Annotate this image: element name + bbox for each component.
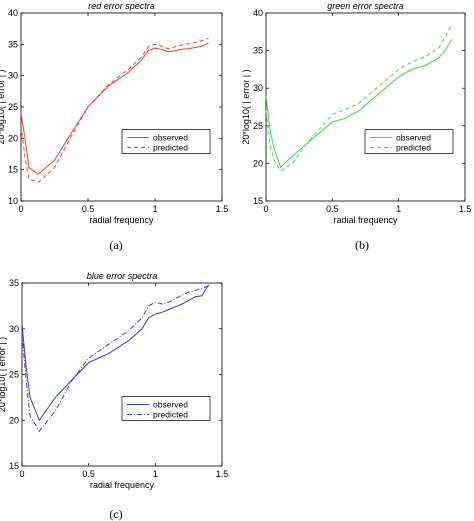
x-tick-label: 1 <box>396 204 401 214</box>
x-tick-label: 0.5 <box>82 204 95 214</box>
y-tick-label: 15 <box>9 461 19 471</box>
chart-panel-1: 0 0.5 1 1.5 10 15 20 25 30 35 40 red error spectra r… <box>0 1 228 252</box>
chart-panel-3: 0 0.5 1 1.5 15 20 25 30 35 blue error spectra radi… <box>0 271 228 521</box>
x-axis-label: radial frequency <box>333 215 398 225</box>
legend-label-observed: observed <box>153 133 188 143</box>
x-axis-label: radial frequency <box>89 215 154 225</box>
x-tick-label: 0 <box>18 204 23 214</box>
legend-box <box>121 396 211 421</box>
series-line-predicted <box>265 24 453 172</box>
panel-caption: (a) <box>109 238 122 252</box>
legend-label-predicted: predicted <box>396 143 431 153</box>
panel-caption: (c) <box>109 507 122 521</box>
y-tick-label: 10 <box>8 196 18 206</box>
y-tick-label: 25 <box>8 102 18 112</box>
legend-label-predicted: predicted <box>153 409 188 419</box>
y-tick-label: 15 <box>8 165 18 175</box>
x-tick-label: 1.5 <box>216 469 229 479</box>
plot-frame <box>21 282 223 467</box>
y-axis-label: 20*log10( | error | ) <box>0 69 6 144</box>
x-axis-label: radial frequency <box>90 480 155 490</box>
legend-label-observed: observed <box>153 399 188 409</box>
x-tick-label: 1 <box>153 469 158 479</box>
plot-frame <box>265 12 466 202</box>
panel-caption: (b) <box>355 238 369 252</box>
y-tick-label: 25 <box>9 370 19 380</box>
x-tick-label: 1.5 <box>216 204 229 214</box>
y-tick-label: 20 <box>9 415 19 425</box>
legend-box <box>364 129 454 154</box>
series-line-predicted <box>21 285 209 433</box>
y-tick-label: 35 <box>9 278 19 288</box>
chart-title: green error spectra <box>327 1 404 11</box>
y-axis-label: 20*log10( | error | ) <box>0 337 7 412</box>
legend-box <box>121 129 211 154</box>
y-tick-label: 35 <box>8 39 18 49</box>
x-tick-label: 0.5 <box>326 204 339 214</box>
x-tick-label: 1 <box>152 204 157 214</box>
chart-panel-2: 0 0.5 1 1.5 15 20 25 30 35 40 green error spectra r… <box>241 1 471 252</box>
y-tick-label: 25 <box>253 121 263 131</box>
chart-title: blue error spectra <box>87 271 158 281</box>
x-tick-label: 0 <box>19 469 24 479</box>
legend-label-observed: observed <box>396 133 431 143</box>
y-tick-label: 40 <box>8 8 18 18</box>
y-tick-label: 15 <box>253 196 263 206</box>
y-tick-label: 30 <box>8 71 18 81</box>
plot-frame <box>20 12 223 202</box>
y-axis-label: 20*log10( | error | ) <box>241 69 251 144</box>
x-tick-label: 0 <box>263 204 268 214</box>
y-tick-label: 20 <box>253 158 263 168</box>
legend-label-predicted: predicted <box>153 143 188 153</box>
series-line-observed <box>265 39 453 169</box>
y-tick-label: 30 <box>253 83 263 93</box>
y-tick-label: 20 <box>8 133 18 143</box>
x-tick-label: 1.5 <box>459 204 472 214</box>
y-tick-label: 30 <box>9 324 19 334</box>
y-tick-label: 35 <box>253 46 263 56</box>
series-line-observed <box>20 42 209 175</box>
x-tick-label: 0.5 <box>82 469 95 479</box>
chart-title: red error spectra <box>88 1 155 11</box>
series-line-observed <box>21 284 210 422</box>
y-tick-label: 40 <box>253 8 263 18</box>
series-line-predicted <box>20 37 209 183</box>
